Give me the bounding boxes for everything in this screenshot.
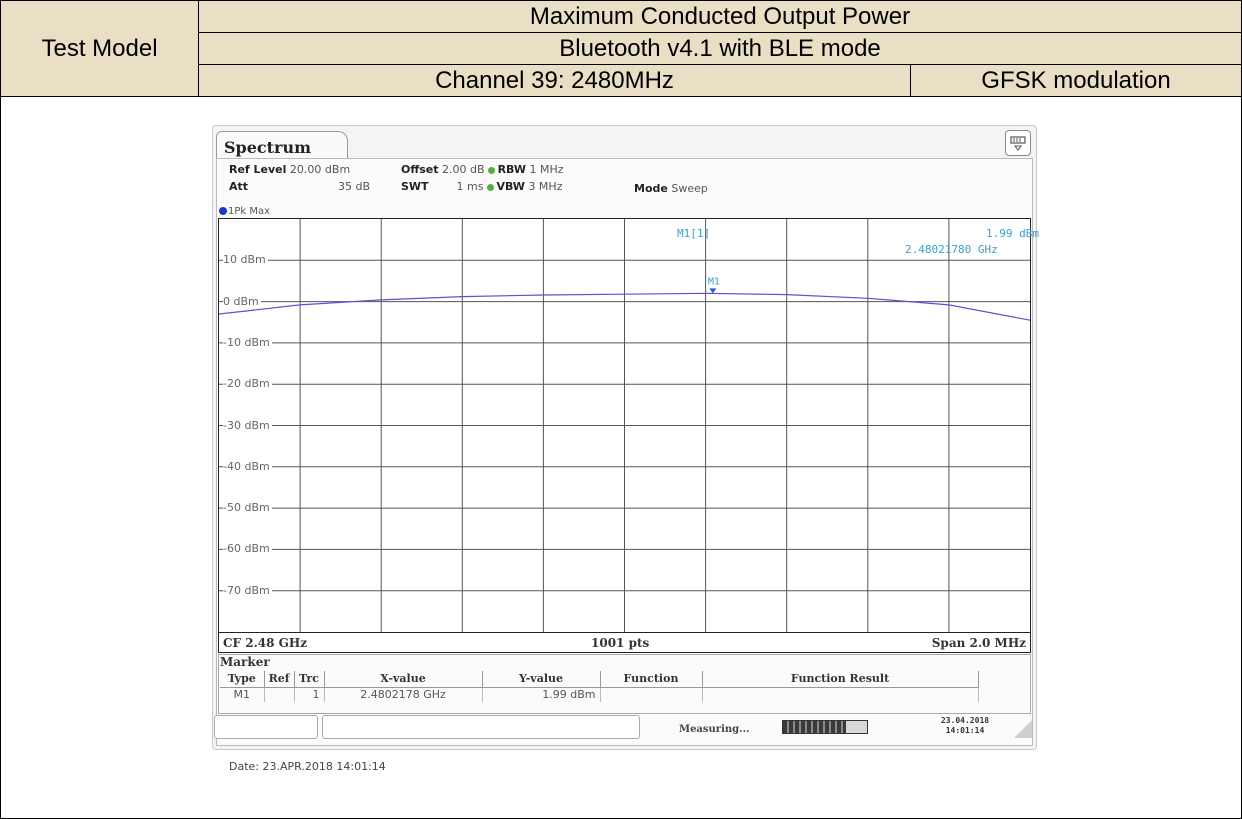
- analyzer-datetime: 23.04.2018 14:01:14: [920, 716, 1010, 736]
- vbw-value: 3 MHz: [528, 180, 563, 193]
- display-config-glyph: [1010, 136, 1026, 151]
- y-tick-label: 0 dBm: [223, 294, 261, 308]
- offset-value: 2.00 dB: [442, 163, 485, 176]
- table-row[interactable]: M1 1 2.4802178 GHz 1.99 dBm: [220, 687, 979, 702]
- att-param: Att: [229, 180, 248, 193]
- marker-m1-label: M1: [708, 276, 720, 287]
- col-x-value: X-value: [324, 671, 483, 688]
- status-bar: [214, 715, 1034, 741]
- header-modulation: GFSK modulation: [910, 64, 1242, 97]
- header-title: Maximum Conducted Output Power: [198, 0, 1242, 33]
- ref-level-param: Ref Level 20.00 dBm: [229, 163, 350, 176]
- y-tick-label: -30 dBm: [223, 418, 272, 432]
- marker-readout-name: M1[1]: [677, 227, 711, 240]
- trace-label-text: 1Pk Max: [228, 206, 271, 217]
- resize-grip-glyph: [1014, 720, 1032, 738]
- coupled-indicator-icon: [487, 166, 495, 174]
- measuring-status: Measuring...: [679, 724, 750, 735]
- col-trc: Trc: [294, 671, 325, 688]
- y-tick-label: -60 dBm: [223, 542, 272, 556]
- tab-spectrum[interactable]: Spectrum: [216, 131, 348, 159]
- marker-trc: 1: [294, 687, 325, 702]
- display-config-icon[interactable]: [1005, 130, 1031, 156]
- mode-param: Mode Sweep: [634, 182, 708, 195]
- header-channel: Channel 39: 2480MHz: [198, 64, 911, 97]
- coupled-indicator-icon: [486, 183, 494, 191]
- sweep-progress-bar: [782, 720, 868, 734]
- att-value: 35 dB: [338, 180, 371, 193]
- analyzer-date: 23.04.2018: [940, 716, 990, 725]
- y-tick-label: -20 dBm: [223, 377, 272, 391]
- swt-value: 1 ms: [456, 180, 484, 193]
- resize-grip-icon[interactable]: [1010, 716, 1034, 740]
- rbw-label: RBW: [497, 163, 526, 176]
- y-tick-label: -10 dBm: [223, 335, 272, 349]
- sweep-points: 1001 pts: [591, 636, 650, 650]
- test-model-label: Test Model: [0, 0, 199, 97]
- att-label: Att: [229, 180, 249, 193]
- center-frequency: CF 2.48 GHz: [223, 636, 308, 650]
- col-y-value: Y-value: [482, 671, 601, 688]
- y-tick-label: 10 dBm: [223, 253, 268, 267]
- ref-level-value: 20.00 dBm: [289, 163, 351, 176]
- col-type: Type: [220, 671, 265, 688]
- plot-footer: CF 2.48 GHz 1001 pts Span 2.0 MHz: [218, 633, 1031, 653]
- marker-readout-level: 1.99 dBm: [986, 227, 1039, 240]
- marker-m1-icon[interactable]: [709, 288, 717, 294]
- marker-x-value: 2.4802178 GHz: [324, 687, 483, 702]
- status-field-2[interactable]: [322, 715, 640, 739]
- swt-label: SWT: [401, 180, 429, 193]
- status-field-1[interactable]: [214, 715, 318, 739]
- rbw-value: 1 MHz: [529, 163, 564, 176]
- marker-function: [600, 687, 703, 702]
- ref-level-label: Ref Level: [229, 163, 287, 176]
- trace-label: 1Pk Max: [219, 206, 270, 217]
- sweep-progress-fill: [783, 721, 846, 733]
- vbw-label: VBW: [496, 180, 525, 193]
- marker-panel-title: Marker: [220, 655, 270, 669]
- col-function: Function: [600, 671, 703, 688]
- marker-readout-freq: 2.48021780 GHz: [905, 243, 998, 256]
- y-tick-label: -40 dBm: [223, 459, 272, 473]
- col-ref: Ref: [264, 671, 295, 688]
- y-tick-label: -50 dBm: [223, 501, 272, 515]
- marker-function-result: [702, 687, 979, 702]
- header-mode: Bluetooth v4.1 with BLE mode: [198, 32, 1242, 65]
- y-tick-label: -70 dBm: [223, 583, 272, 597]
- trace-line: [219, 292, 1031, 321]
- capture-date: Date: 23.APR.2018 14:01:14: [229, 760, 386, 773]
- test-header-table: Test Model Maximum Conducted Output Powe…: [0, 0, 1242, 97]
- col-function-result: Function Result: [702, 671, 979, 688]
- spectrum-plot: M1 10 dBm 0 dBm -10 dBm -20 dBm -30 dBm -40 d…: [218, 218, 1031, 633]
- spectrum-chart: M1: [219, 219, 1031, 632]
- analyzer-time: 14:01:14: [945, 726, 985, 735]
- trace-indicator-icon: [219, 207, 227, 215]
- offset-label: Offset: [401, 163, 439, 176]
- marker-table: Type Ref Trc X-value Y-value Function Fu…: [220, 671, 979, 702]
- swt-param: SWT 1 ms VBW 3 MHz: [401, 180, 562, 193]
- mode-label: Mode: [634, 182, 668, 195]
- marker-type: M1: [220, 687, 265, 702]
- span-label: Span 2.0 MHz: [931, 636, 1026, 650]
- mode-value: Sweep: [671, 182, 708, 195]
- marker-ref: [264, 687, 295, 702]
- marker-y-value: 1.99 dBm: [482, 687, 601, 702]
- offset-param: Offset 2.00 dB RBW 1 MHz: [401, 163, 563, 176]
